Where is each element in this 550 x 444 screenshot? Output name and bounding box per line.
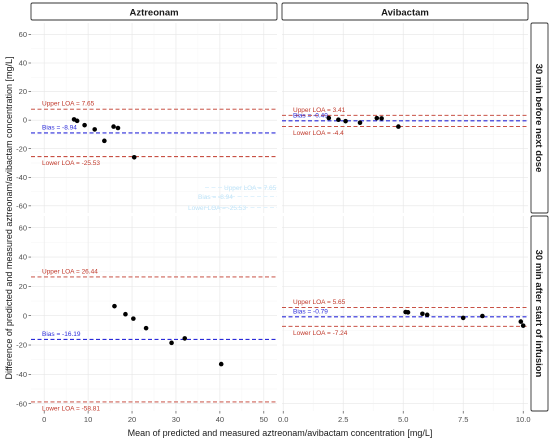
data-point bbox=[420, 311, 425, 317]
lower-loa-label: Lower LOA = -25.53 bbox=[42, 160, 100, 167]
x-tick-label: 40 bbox=[216, 415, 224, 424]
data-point bbox=[343, 118, 348, 124]
panel-background bbox=[282, 23, 528, 213]
strip-aztreonam: Aztreonam bbox=[30, 2, 278, 21]
data-point bbox=[92, 127, 97, 132]
y-tick-label: 60 bbox=[19, 223, 27, 232]
data-point bbox=[396, 124, 401, 129]
bias-label: Bias = -8.94 bbox=[42, 124, 77, 131]
y-tick-label: -40 bbox=[16, 173, 27, 182]
data-point bbox=[218, 361, 224, 367]
upper-loa-label: Upper LOA = 3.41 bbox=[293, 107, 346, 114]
data-point bbox=[424, 312, 430, 318]
x-tick-label: 2.5 bbox=[338, 415, 348, 424]
data-point bbox=[326, 115, 332, 121]
data-point bbox=[115, 125, 121, 131]
data-point bbox=[112, 303, 117, 309]
data-point bbox=[143, 325, 149, 331]
x-tick-label: 5.0 bbox=[398, 415, 408, 424]
data-point bbox=[460, 315, 466, 321]
lower-loa-label: Lower LOA = -4.4 bbox=[293, 130, 344, 137]
y-tick-label: -40 bbox=[16, 370, 27, 379]
panel-aztreonam-before-dose: Upper LOA = 7.65 Bias = -8.94 Lower LOA = … bbox=[31, 23, 277, 213]
data-point bbox=[169, 340, 174, 346]
upper-loa-label: Upper LOA = 5.65 bbox=[293, 299, 346, 306]
panel-aztreonam-after-infusion: Upper LOA = 26.44 Bias = -16.19 Lower LOA … bbox=[31, 216, 277, 412]
y-tick-label: 40 bbox=[19, 59, 27, 68]
data-point bbox=[123, 311, 128, 317]
data-point bbox=[102, 138, 107, 144]
x-tick-label: 30 bbox=[172, 415, 180, 424]
faint-stray-label: Bias = -8.94 bbox=[198, 194, 233, 201]
strip-avibactam-label: Avibactam bbox=[381, 8, 429, 19]
data-point bbox=[379, 116, 384, 121]
data-point bbox=[82, 122, 87, 128]
y-tick-label: 40 bbox=[19, 253, 27, 262]
data-point bbox=[520, 323, 526, 328]
data-point bbox=[131, 154, 137, 160]
data-point bbox=[480, 313, 485, 319]
y-tick-label: 0 bbox=[23, 116, 27, 125]
y-axis-title: Difference of predicted and measured azt… bbox=[4, 56, 14, 379]
data-point bbox=[131, 316, 136, 321]
data-point bbox=[111, 124, 116, 129]
x-tick-label: 10 bbox=[84, 415, 92, 424]
upper-loa-label: Upper LOA = 26.44 bbox=[42, 268, 98, 275]
data-point bbox=[518, 319, 524, 324]
faint-stray-labels: Upper LOA = 7.65 Bias = -8.94 Lower LOA = … bbox=[188, 185, 277, 212]
y-tick-label: -60 bbox=[16, 201, 27, 210]
x-axis-ticks-avibactam: 0.0 2.5 5.0 7.5 10.0 bbox=[278, 411, 531, 424]
y-tick-label: 20 bbox=[19, 87, 27, 96]
x-tick-label: 7.5 bbox=[458, 415, 468, 424]
panel-avibactam-after-infusion: Upper LOA = 5.65 Bias = -0.79 Lower LOA = … bbox=[282, 216, 528, 411]
x-axis-ticks-aztreonam: 0 10 20 30 40 50 bbox=[42, 411, 268, 424]
data-point bbox=[182, 336, 188, 341]
x-axis-title: Mean of predicted and measured aztreonam… bbox=[128, 428, 433, 438]
x-tick-label: 0 bbox=[42, 415, 46, 424]
y-tick-label: 20 bbox=[19, 282, 27, 291]
x-tick-label: 50 bbox=[260, 415, 268, 424]
bias-label: Bias = -0.49 bbox=[293, 112, 328, 119]
strip-aztreonam-label: Aztreonam bbox=[129, 8, 178, 19]
y-tick-label: 60 bbox=[19, 30, 27, 39]
y-axis-ticks-bottom: -60 -40 -20 0 20 40 60 bbox=[16, 223, 31, 408]
data-point bbox=[336, 117, 341, 123]
y-tick-label: -20 bbox=[16, 144, 27, 153]
data-point bbox=[405, 310, 411, 315]
y-tick-label: -60 bbox=[16, 399, 27, 408]
strip-row-after-infusion-label: 30 min after start of infusion bbox=[533, 250, 544, 378]
x-tick-label: 20 bbox=[128, 415, 136, 424]
faint-stray-label: Upper LOA = 7.65 bbox=[224, 185, 277, 192]
y-tick-label: -20 bbox=[16, 341, 27, 350]
lower-loa-label: Lower LOA = -58.81 bbox=[42, 405, 100, 412]
lower-loa-label: Lower LOA = -7.24 bbox=[293, 330, 348, 337]
data-point bbox=[357, 120, 363, 126]
y-axis-ticks-top: -60 -40 -20 0 20 40 60 bbox=[16, 30, 31, 210]
strip-row-before-dose: 30 min before next dose bbox=[530, 22, 549, 214]
x-tick-label: 10.0 bbox=[516, 415, 531, 424]
faint-stray-label: Lower LOA = -25.53 bbox=[188, 205, 246, 212]
x-tick-label: 0.0 bbox=[278, 415, 288, 424]
y-tick-label: 0 bbox=[23, 311, 27, 320]
strip-row-after-infusion: 30 min after start of infusion bbox=[530, 215, 549, 412]
bias-label: Bias = -0.79 bbox=[293, 308, 328, 315]
strip-avibactam: Avibactam bbox=[281, 2, 529, 21]
data-point bbox=[74, 118, 80, 124]
bias-label: Bias = -16.19 bbox=[42, 331, 81, 338]
data-point bbox=[374, 115, 380, 121]
strip-row-before-dose-label: 30 min before next dose bbox=[533, 64, 544, 173]
upper-loa-label: Upper LOA = 7.65 bbox=[42, 101, 95, 108]
